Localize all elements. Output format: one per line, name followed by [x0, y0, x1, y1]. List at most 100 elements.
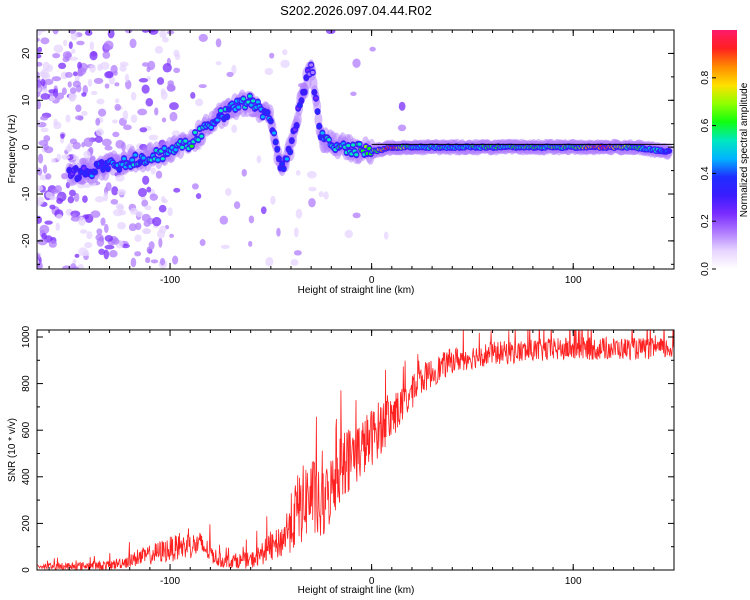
- heatmap-noise-cell: [104, 244, 115, 250]
- heatmap-noise-cell: [62, 56, 70, 63]
- heatmap-noise-cell: [101, 138, 112, 147]
- heatmap-noise-cell: [43, 135, 51, 142]
- heatmap-noise-cell: [40, 37, 50, 45]
- snr-ytick-label: 0: [21, 567, 32, 573]
- heatmap-noise-cell: [159, 257, 166, 266]
- spectrogram-ytick-label: 10: [21, 94, 32, 106]
- heatmap-noise-cell: [110, 198, 119, 205]
- heatmap-ridge-core: [193, 130, 198, 135]
- heatmap-noise-cell: [154, 45, 164, 54]
- heatmap-noise-cell: [383, 231, 389, 240]
- spectrogram-xtick-label: 100: [565, 275, 582, 286]
- heatmap-ridge-core: [117, 167, 122, 172]
- heatmap-noise-cell: [73, 192, 80, 202]
- heatmap-noise-cell: [352, 58, 361, 68]
- heatmap-noise-cell: [308, 197, 316, 208]
- heatmap-noise-cell: [148, 134, 159, 141]
- heatmap-noise-cell: [125, 79, 132, 90]
- colorbar-label: Normalized spectral amplitude: [739, 82, 750, 217]
- heatmap-ridge-core: [268, 119, 273, 123]
- colorbar-tick-label: 0.2: [700, 214, 711, 228]
- heatmap-noise-cell: [104, 71, 114, 79]
- heatmap-noise-cell: [161, 117, 167, 123]
- heatmap-noise-cell: [398, 101, 406, 111]
- heatmap-ridge-core: [130, 158, 135, 162]
- heatmap-noise-cell: [82, 250, 90, 257]
- heatmap-noise-cell: [150, 259, 159, 264]
- heatmap-noise-cell: [167, 30, 175, 35]
- heatmap-ridge-core: [320, 131, 325, 135]
- snr-ytick-label: 400: [21, 468, 32, 485]
- heatmap-noise-cell: [78, 216, 86, 226]
- heatmap-noise-cell: [37, 46, 43, 53]
- heatmap-noise-cell: [142, 228, 152, 234]
- heatmap-noise-cell: [231, 64, 237, 75]
- heatmap-noise-cell: [72, 259, 77, 264]
- snr-ytick-label: 600: [21, 421, 32, 438]
- heatmap-noise-cell: [282, 49, 288, 56]
- heatmap-noise-cell: [70, 263, 77, 269]
- heatmap-noise-cell: [144, 205, 152, 211]
- heatmap-noise-cell: [68, 93, 76, 102]
- heatmap-noise-cell: [138, 78, 149, 83]
- heatmap-noise-cell: [145, 257, 151, 264]
- heatmap-noise-cell: [198, 84, 207, 89]
- heatmap-noise-cell: [97, 108, 107, 117]
- heatmap-ridge-core: [160, 157, 165, 161]
- heatmap-noise-cell: [119, 64, 127, 72]
- heatmap-noise-cell: [50, 158, 56, 163]
- heatmap-noise-cell: [224, 188, 232, 196]
- heatmap-noise-cell: [75, 104, 82, 113]
- heatmap-ridge-core: [133, 153, 138, 157]
- heatmap-noise-cell: [49, 195, 57, 201]
- heatmap-ridge-core: [173, 148, 178, 152]
- heatmap-noise-cell: [141, 62, 150, 67]
- heatmap-noise-cell: [198, 33, 208, 42]
- heatmap-noise-cell: [50, 189, 60, 194]
- heatmap-noise-cell: [42, 164, 48, 174]
- heatmap-noise-cell: [61, 154, 70, 160]
- heatmap-noise-cell: [69, 87, 77, 94]
- heatmap-noise-cell: [94, 196, 105, 203]
- colorbar-tick-label: 0.0: [700, 262, 711, 276]
- heatmap-noise-cell: [70, 31, 78, 41]
- heatmap-noise-cell: [37, 37, 40, 42]
- heatmap-noise-cell: [64, 71, 73, 78]
- snr-ytick-label: 1000: [21, 325, 32, 348]
- heatmap-noise-cell: [191, 183, 199, 190]
- spectrogram-xtick-label: -100: [160, 275, 180, 286]
- heatmap-noise-cell: [248, 215, 255, 224]
- heatmap-noise-cell: [103, 192, 109, 202]
- heatmap-noise-cell: [42, 88, 48, 93]
- heatmap-noise-cell: [295, 169, 301, 176]
- heatmap-ridge-core: [122, 157, 127, 161]
- heatmap-noise-cell: [96, 228, 103, 235]
- chart-title: S202.2026.097.04.44.R02: [280, 3, 432, 18]
- heatmap-noise-cell: [52, 53, 61, 59]
- heatmap-noise-cell: [83, 150, 91, 158]
- heatmap-noise-cell: [159, 30, 167, 39]
- heatmap-noise-cell: [294, 227, 299, 238]
- heatmap-noise-cell: [130, 257, 137, 268]
- heatmap-noise-cell: [397, 124, 407, 132]
- heatmap-ridge-core: [183, 139, 188, 143]
- heatmap-noise-cell: [158, 204, 167, 213]
- heatmap-noise-cell: [323, 191, 329, 200]
- snr-xlabel: Height of straight line (km): [298, 585, 415, 596]
- colorbar-gradient: [712, 30, 737, 269]
- heatmap-noise-cell: [96, 237, 105, 247]
- heatmap-noise-cell: [69, 56, 79, 61]
- heatmap-ridge-core: [93, 170, 98, 174]
- heatmap-noise-cell: [241, 168, 247, 177]
- heatmap-noise-cell: [77, 263, 85, 269]
- heatmap-noise-cell: [84, 242, 93, 249]
- heatmap-noise-cell: [169, 233, 174, 238]
- heatmap-noise-cell: [141, 84, 150, 94]
- heatmap-noise-cell: [37, 185, 44, 192]
- heatmap-ridge-core: [241, 97, 246, 101]
- heatmap-noise-cell: [137, 187, 148, 197]
- colorbar-ticks: 0.0 0.2 0.4 0.6 0.8: [700, 70, 716, 276]
- heatmap-noise-cell: [154, 107, 159, 116]
- heatmap-ridge-core: [67, 168, 72, 172]
- heatmap-noise-cell: [40, 78, 46, 87]
